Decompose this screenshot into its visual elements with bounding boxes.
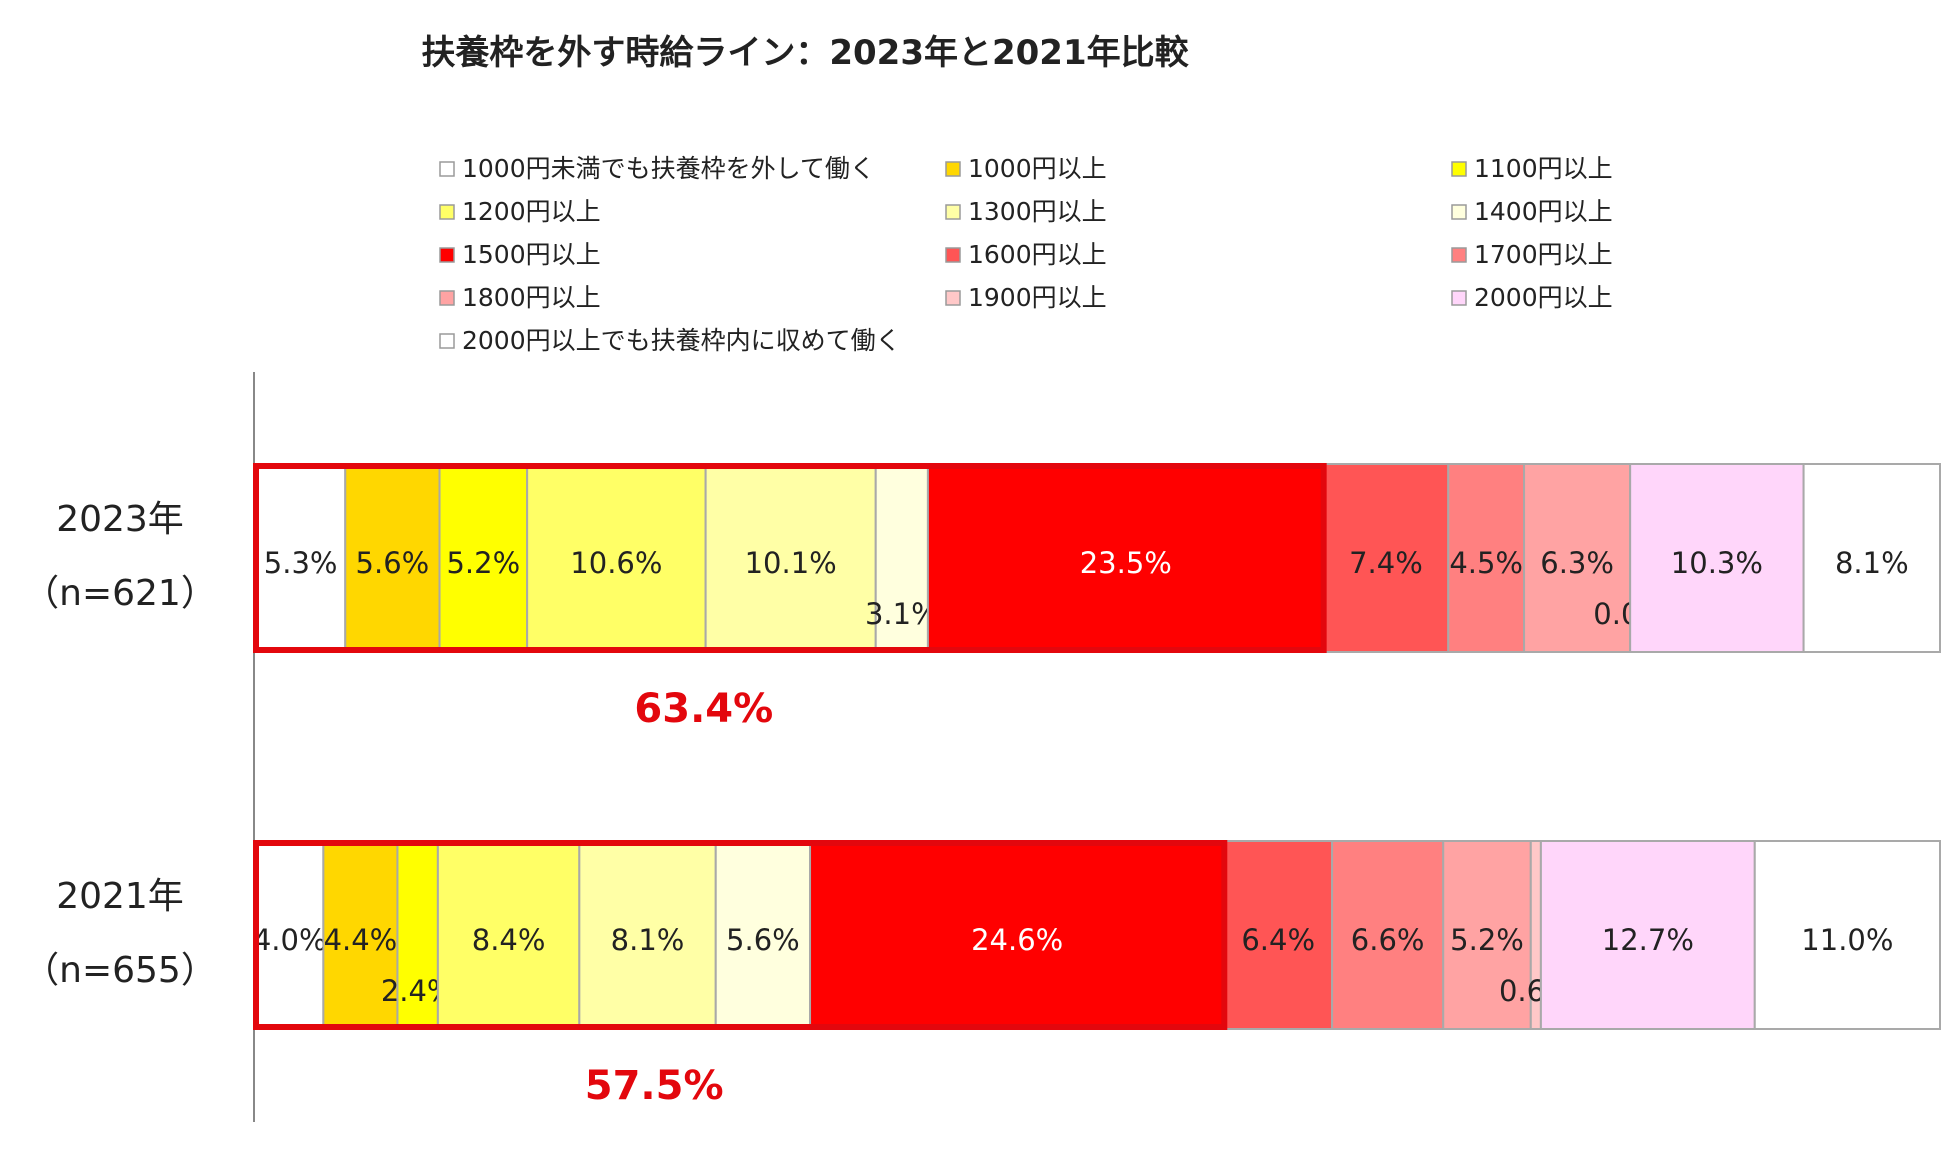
highlight-box xyxy=(253,463,1327,653)
highlight-total-label: 63.4% xyxy=(634,686,773,732)
data-label: 8.1% xyxy=(1835,546,1909,580)
legend-swatch xyxy=(439,247,455,263)
legend-item: 1900円以上 xyxy=(945,283,1107,312)
data-label: 8.4% xyxy=(472,923,546,957)
legend-swatch xyxy=(945,161,961,177)
data-label: 10.6% xyxy=(570,546,662,580)
legend-item: 1400円以上 xyxy=(1451,197,1613,226)
bars: 2023年 （n=621） 5.3% 5.6% 5.2% 10.6% 10.1% 3.1% 23… xyxy=(23,463,1942,1109)
data-label: 5.6% xyxy=(356,546,430,580)
category-label: 2021年 xyxy=(56,876,184,917)
bar-segment xyxy=(1753,840,1942,1030)
legend-swatch xyxy=(945,290,961,306)
legend-swatch xyxy=(1451,290,1467,306)
highlight-total-label: 57.5% xyxy=(585,1063,724,1109)
bar-segment xyxy=(926,463,1325,653)
legend-swatch xyxy=(1451,247,1467,263)
bar-segment xyxy=(1442,840,1532,1030)
bar-segment xyxy=(1331,840,1445,1030)
data-label: 7.4% xyxy=(1349,546,1423,580)
legend-item: 1700円以上 xyxy=(1451,240,1613,269)
legend-label: 1000円以上 xyxy=(968,154,1107,183)
legend-label: 1900円以上 xyxy=(968,283,1107,312)
bar-segment xyxy=(1802,463,1941,653)
data-label: 4.0% xyxy=(253,923,327,957)
legend-item: 1800円以上 xyxy=(439,283,601,312)
bar-segment xyxy=(436,840,581,1030)
legend-swatch xyxy=(945,204,961,220)
data-label: 5.2% xyxy=(1450,923,1524,957)
legend-label: 1800円以上 xyxy=(462,283,601,312)
legend-item: 1000円以上 xyxy=(945,154,1107,183)
data-label: 23.5% xyxy=(1080,546,1172,580)
bar-segment xyxy=(1523,463,1632,653)
legend-item: 2000円以上 xyxy=(1451,283,1613,312)
data-label: 10.3% xyxy=(1671,546,1763,580)
legend-swatch xyxy=(1451,204,1467,220)
legend-swatch xyxy=(439,161,455,177)
legend-item: 1600円以上 xyxy=(945,240,1107,269)
legend-label: 1700円以上 xyxy=(1474,240,1613,269)
data-label: 6.6% xyxy=(1351,923,1425,957)
data-label: 4.5% xyxy=(1449,546,1523,580)
legend-swatch xyxy=(439,333,455,349)
legend-label: 2000円以上 xyxy=(1474,283,1613,312)
legend: 1000円未満でも扶養枠を外して働く 1000円以上 1100円以上 1200円以上 1… xyxy=(439,154,1613,355)
bar-segment xyxy=(1447,463,1526,653)
data-label: 5.6% xyxy=(726,923,800,957)
data-label: 11.0% xyxy=(1801,923,1893,957)
bar-segment xyxy=(714,840,812,1030)
legend-item: 1100円以上 xyxy=(1451,154,1613,183)
legend-label: 1000円未満でも扶養枠を外して働く xyxy=(462,154,875,183)
legend-item: 1300円以上 xyxy=(945,197,1107,226)
legend-item: 1500円以上 xyxy=(439,240,601,269)
data-label: 8.1% xyxy=(611,923,685,957)
legend-item: 1200円以上 xyxy=(439,197,601,226)
data-label: 10.1% xyxy=(745,546,837,580)
legend-label: 1200円以上 xyxy=(462,197,601,226)
highlight-box xyxy=(253,840,1228,1030)
bar-segment xyxy=(809,840,1226,1030)
legend-label: 1100円以上 xyxy=(1474,154,1613,183)
bar-segment xyxy=(1629,463,1805,653)
category-label: 2023年 xyxy=(56,499,184,540)
data-label: 3.1% xyxy=(865,597,939,631)
legend-swatch xyxy=(439,290,455,306)
legend-label: 1400円以上 xyxy=(1474,197,1613,226)
legend-label: 1600円以上 xyxy=(968,240,1107,269)
legend-label: 1300円以上 xyxy=(968,197,1107,226)
bar-segment xyxy=(344,463,441,653)
data-label: 5.3% xyxy=(264,546,338,580)
category-sample-size: （n=655） xyxy=(23,950,217,991)
legend-item: 2000円以上でも扶養枠内に収めて働く xyxy=(439,326,901,355)
data-label: 6.3% xyxy=(1540,546,1614,580)
category-sample-size: （n=621） xyxy=(23,573,217,614)
data-label: 6.4% xyxy=(1241,923,1315,957)
data-label: 5.2% xyxy=(446,546,520,580)
bar-segment xyxy=(1223,840,1334,1030)
data-label: 4.4% xyxy=(324,923,398,957)
bar-segment xyxy=(1539,840,1756,1030)
legend-swatch xyxy=(439,204,455,220)
legend-item: 1000円未満でも扶養枠を外して働く xyxy=(439,154,875,183)
legend-swatch xyxy=(1451,161,1467,177)
legend-label: 1500円以上 xyxy=(462,240,601,269)
chart-title: 扶養枠を外す時給ライン：2023年と2021年比較 xyxy=(421,33,1189,73)
data-label: 12.7% xyxy=(1602,923,1694,957)
legend-swatch xyxy=(945,247,961,263)
legend-label: 2000円以上でも扶養枠内に収めて働く xyxy=(462,326,901,355)
data-label: 24.6% xyxy=(971,923,1063,957)
